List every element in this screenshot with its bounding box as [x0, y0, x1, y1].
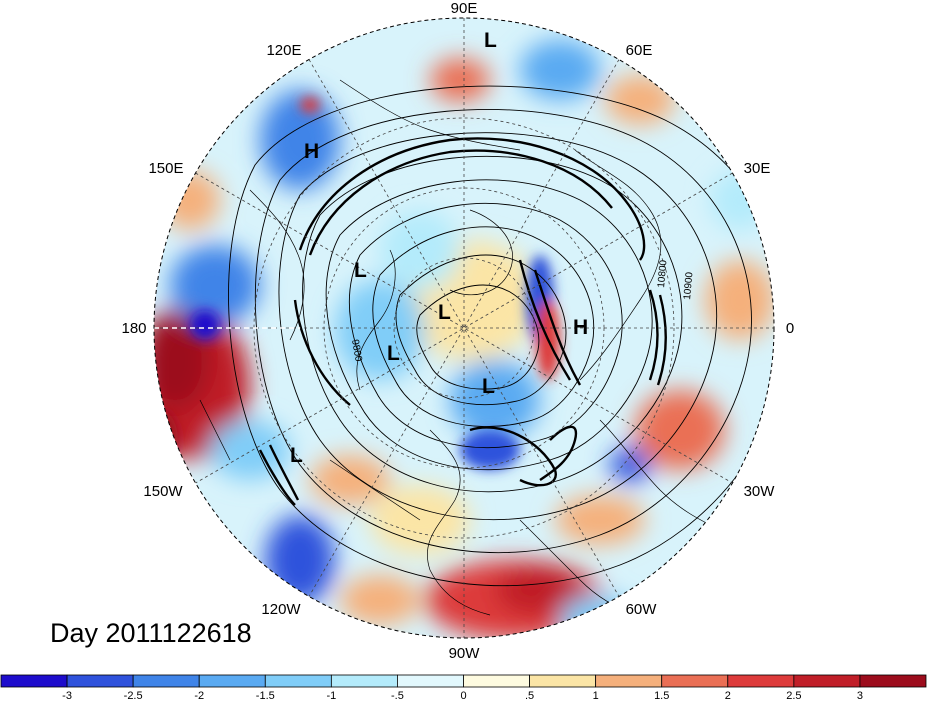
map-boundary: [153, 17, 775, 639]
lon-label-180: 180: [121, 320, 146, 337]
colorbar-tick-label: -.5: [391, 690, 404, 702]
colorbar-tick-label: -2: [194, 690, 204, 702]
colorbar-box: [661, 674, 729, 688]
high-center: H: [304, 140, 319, 163]
lon-label-150w: 150W: [143, 483, 183, 500]
colorbar-box: [330, 674, 398, 688]
colorbar-tick-label: 2: [725, 690, 731, 702]
colorbar-tick-label: 2.5: [786, 690, 801, 702]
colorbar-box: [198, 674, 266, 688]
colorbar-box: [264, 674, 332, 688]
colorbar-tick-label: 1.5: [654, 690, 669, 702]
colorbar-tick-labels: -3 -2.5 -2 -1.5 -1 -.5 0 .5 1 1.5 2 2.5 3: [62, 690, 863, 702]
colorbar-box: [793, 674, 861, 688]
contour-label: 9800: [349, 339, 364, 363]
low-center: L: [354, 259, 367, 282]
lon-label-60e: 60E: [626, 42, 653, 59]
lon-label-120w: 120W: [261, 601, 301, 618]
low-center: L: [482, 375, 495, 398]
colorbar-tick-label: 3: [857, 690, 863, 702]
graticule: [154, 18, 774, 638]
jet-contours: [258, 137, 667, 506]
colorbar-tick-label: 0: [460, 690, 466, 702]
colorbar-box: [66, 674, 134, 688]
day-title: Day 2011122618: [50, 618, 252, 648]
low-center: L: [290, 444, 303, 467]
colorbar-tick-label: 1: [593, 690, 599, 702]
high-center: H: [573, 316, 588, 339]
colorbar-tick-label: .5: [525, 690, 534, 702]
colorbar-box: [529, 674, 597, 688]
lon-label-0: 0: [786, 320, 794, 337]
colorbar: -3 -2.5 -2 -1.5 -1 -.5 0 .5 1 1.5 2 2.5 3: [0, 674, 927, 702]
low-center: L: [387, 342, 400, 365]
longitude-labels: 90E 60E 30E 0 30W 60W 90W 120W 150W 180 …: [121, 0, 794, 662]
contour-label: 10800: [656, 259, 669, 288]
colorbar-box: [595, 674, 663, 688]
colorbar-box: [463, 674, 530, 688]
lon-label-90w: 90W: [449, 645, 481, 662]
colorbar-box: [727, 674, 795, 688]
colorbar-box: [132, 674, 200, 688]
colorbar-box: [397, 674, 464, 688]
contour-label: 10900: [682, 271, 695, 300]
colorbar-box: [859, 674, 927, 688]
lon-label-90e: 90E: [451, 0, 478, 17]
lon-label-120e: 120E: [266, 42, 301, 59]
lon-label-30e: 30E: [744, 160, 771, 177]
colorbar-tick-label: -1: [326, 690, 336, 702]
colorbar-boxes: [0, 674, 927, 688]
pressure-centers: L H L L L L H L: [290, 29, 588, 467]
lon-label-60w: 60W: [626, 601, 658, 618]
colorbar-tick-label: -1.5: [256, 690, 275, 702]
lon-label-150e: 150E: [148, 160, 183, 177]
colorbar-box: [0, 674, 68, 688]
contour-value-labels: 9800 10900 10800: [349, 259, 695, 363]
low-center: L: [484, 29, 497, 52]
colorbar-tick-label: -2.5: [124, 690, 143, 702]
low-center: L: [438, 301, 451, 324]
coastlines: [199, 79, 721, 616]
lon-label-30w: 30W: [744, 483, 776, 500]
colorbar-tick-label: -3: [62, 690, 72, 702]
